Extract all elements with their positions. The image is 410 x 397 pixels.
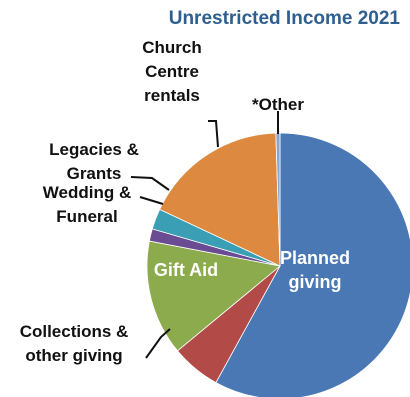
slice-label-line: Church	[142, 38, 202, 57]
slice-label-planned-giving: Planned giving	[280, 248, 350, 292]
slice-label-line: Gift Aid	[154, 260, 218, 280]
slice-label-line: Funeral	[56, 207, 117, 226]
slice-label-church-centre-rentals: Church Centre rentals	[142, 38, 202, 105]
leader-lines	[130, 111, 279, 359]
leader-line-legacies-grants	[130, 176, 170, 191]
slice-label-other: *Other	[252, 95, 304, 114]
slice-label-line: Grants	[67, 164, 122, 183]
chart-title: Unrestricted Income 2021	[169, 8, 401, 29]
leader-line-church-centre-rentals	[208, 120, 219, 148]
slice-label-gift-aid: Gift Aid	[154, 260, 218, 280]
slice-label-line: Planned	[280, 248, 350, 268]
slice-label-line: giving	[289, 272, 342, 292]
slice-label-line: rentals	[144, 86, 200, 105]
slice-church-centre-rentals	[159, 132, 281, 267]
slice-label-wedding-funeral: Wedding & Funeral	[43, 183, 131, 226]
slice-label-line: Legacies &	[49, 140, 139, 159]
slice-gift-aid	[146, 240, 281, 352]
slice-label-line: Collections &	[20, 322, 129, 341]
slice-label-line: Wedding &	[43, 183, 131, 202]
slice-label-line: other giving	[25, 346, 122, 365]
pie-slices	[146, 132, 410, 397]
slice-labels: Planned giving Collections & other giving Gi…	[20, 38, 350, 365]
leader-line-collections-other-giving	[145, 328, 171, 359]
leader-line-wedding-funeral	[139, 196, 164, 205]
slice-label-line: *Other	[252, 95, 304, 114]
slice-label-line: Centre	[145, 62, 199, 81]
slice-label-legacies-grants: Legacies & Grants	[49, 140, 139, 183]
slice-label-collections-other-giving: Collections & other giving	[20, 322, 129, 365]
slice-planned-giving	[215, 132, 410, 397]
